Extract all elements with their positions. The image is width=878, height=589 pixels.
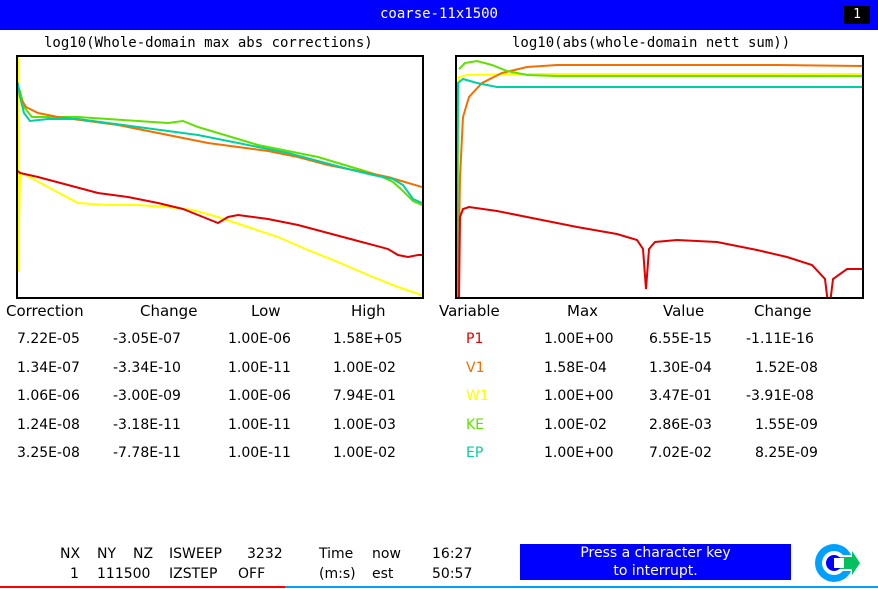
col-header-low: Low [251,302,281,320]
high-cell: 1.00E-02 [333,445,396,461]
left-curve-w1 [18,57,422,296]
left-plot-title: log10(Whole-domain max abs corrections) [44,35,373,51]
left-plot-curves [18,57,422,296]
variable-name: V1 [466,360,485,376]
correction-cell: 3.25E-08 [17,445,80,461]
interrupt-line-2: to interrupt. [613,563,698,579]
left-curve-p1 [18,170,422,259]
change-cell: -3.18E-11 [113,417,181,433]
variable-name: EP [466,445,484,461]
left-plot [16,55,424,299]
ms-label: (m:s) [319,566,356,582]
change-cell: -7.78E-11 [113,445,181,461]
col-header-variable: Variable [439,302,500,320]
right-plot [455,55,864,299]
correction-cell: 7.22E-05 [17,331,80,347]
max-cell: 1.58E-04 [544,360,607,376]
window-title: coarse-11x1500 [379,6,498,22]
variable-name: W1 [466,388,489,404]
var-change-cell: -3.91E-08 [746,388,814,404]
value-cell: 1.30E-04 [649,360,712,376]
now-value: 16:27 [432,546,473,562]
var-change-cell: 1.55E-09 [755,417,818,433]
value-cell: 7.02E-02 [649,445,712,461]
correction-cell: 1.06E-06 [17,388,80,404]
ny-nz-value: 111500 [97,566,151,582]
variable-name: KE [466,417,485,433]
low-cell: 1.00E-06 [228,331,291,347]
high-cell: 7.94E-01 [333,388,396,404]
low-cell: 1.00E-11 [228,445,291,461]
izstep-label: IZSTEP [169,566,218,582]
right-curve-ep [457,77,862,297]
max-cell: 1.00E+00 [544,388,614,404]
phoenics-logo-icon [815,544,860,582]
col-header-max: Max [567,302,599,320]
low-cell: 1.00E-06 [228,388,291,404]
left-curve-ep [18,82,422,204]
col-header-value: Value [663,302,705,320]
right-curve-ke [458,59,862,77]
change-cell: -3.00E-09 [113,388,181,404]
isweep-label: ISWEEP [169,546,222,562]
value-cell: 3.47E-01 [649,388,712,404]
time-label: Time [319,546,354,562]
interrupt-notice[interactable]: Press a character key to interrupt. [520,544,791,580]
right-plot-title: log10(abs(whole-domain nett sum)) [512,35,791,51]
max-cell: 1.00E+00 [544,331,614,347]
right-curve-w1 [457,73,862,297]
right-plot-curves [457,59,862,297]
value-cell: 6.55E-15 [649,331,712,347]
title-bar: coarse-11x1500 1 [0,0,878,30]
correction-cell: 1.34E-07 [17,360,80,376]
change-cell: -3.05E-07 [113,331,181,347]
right-curve-p1 [458,205,862,297]
high-cell: 1.00E-02 [333,360,396,376]
col-header-change: Change [140,302,198,320]
interrupt-line-1: Press a character key [580,545,731,561]
window-number-badge: 1 [844,6,870,24]
now-label: now [372,546,401,562]
low-cell: 1.00E-11 [228,360,291,376]
low-cell: 1.00E-11 [228,417,291,433]
correction-cell: 1.24E-08 [17,417,80,433]
nx-value: 1 [70,566,79,582]
col-header-high: High [351,302,386,320]
nz-label: NZ [133,546,154,562]
var-change-cell: -1.11E-16 [746,331,814,347]
change-cell: -3.34E-10 [113,360,181,376]
est-label: est [372,566,394,582]
high-cell: 1.00E-03 [333,417,396,433]
bottom-rule-right [285,586,878,588]
var-change-cell: 1.52E-08 [755,360,818,376]
ny-label: NY [97,546,117,562]
col-header-var-change: Change [754,302,812,320]
right-curve-v1 [457,64,862,297]
max-cell: 1.00E+00 [544,445,614,461]
nx-label: NX [60,546,81,562]
var-change-cell: 8.25E-09 [755,445,818,461]
est-value: 50:57 [432,566,473,582]
izstep-value: OFF [238,566,266,582]
col-header-correction: Correction [6,302,84,320]
high-cell: 1.58E+05 [333,331,403,347]
variable-name: P1 [466,331,484,347]
max-cell: 1.00E-02 [544,417,607,433]
bottom-rule-left [0,586,285,588]
isweep-value: 3232 [247,546,283,562]
value-cell: 2.86E-03 [649,417,712,433]
